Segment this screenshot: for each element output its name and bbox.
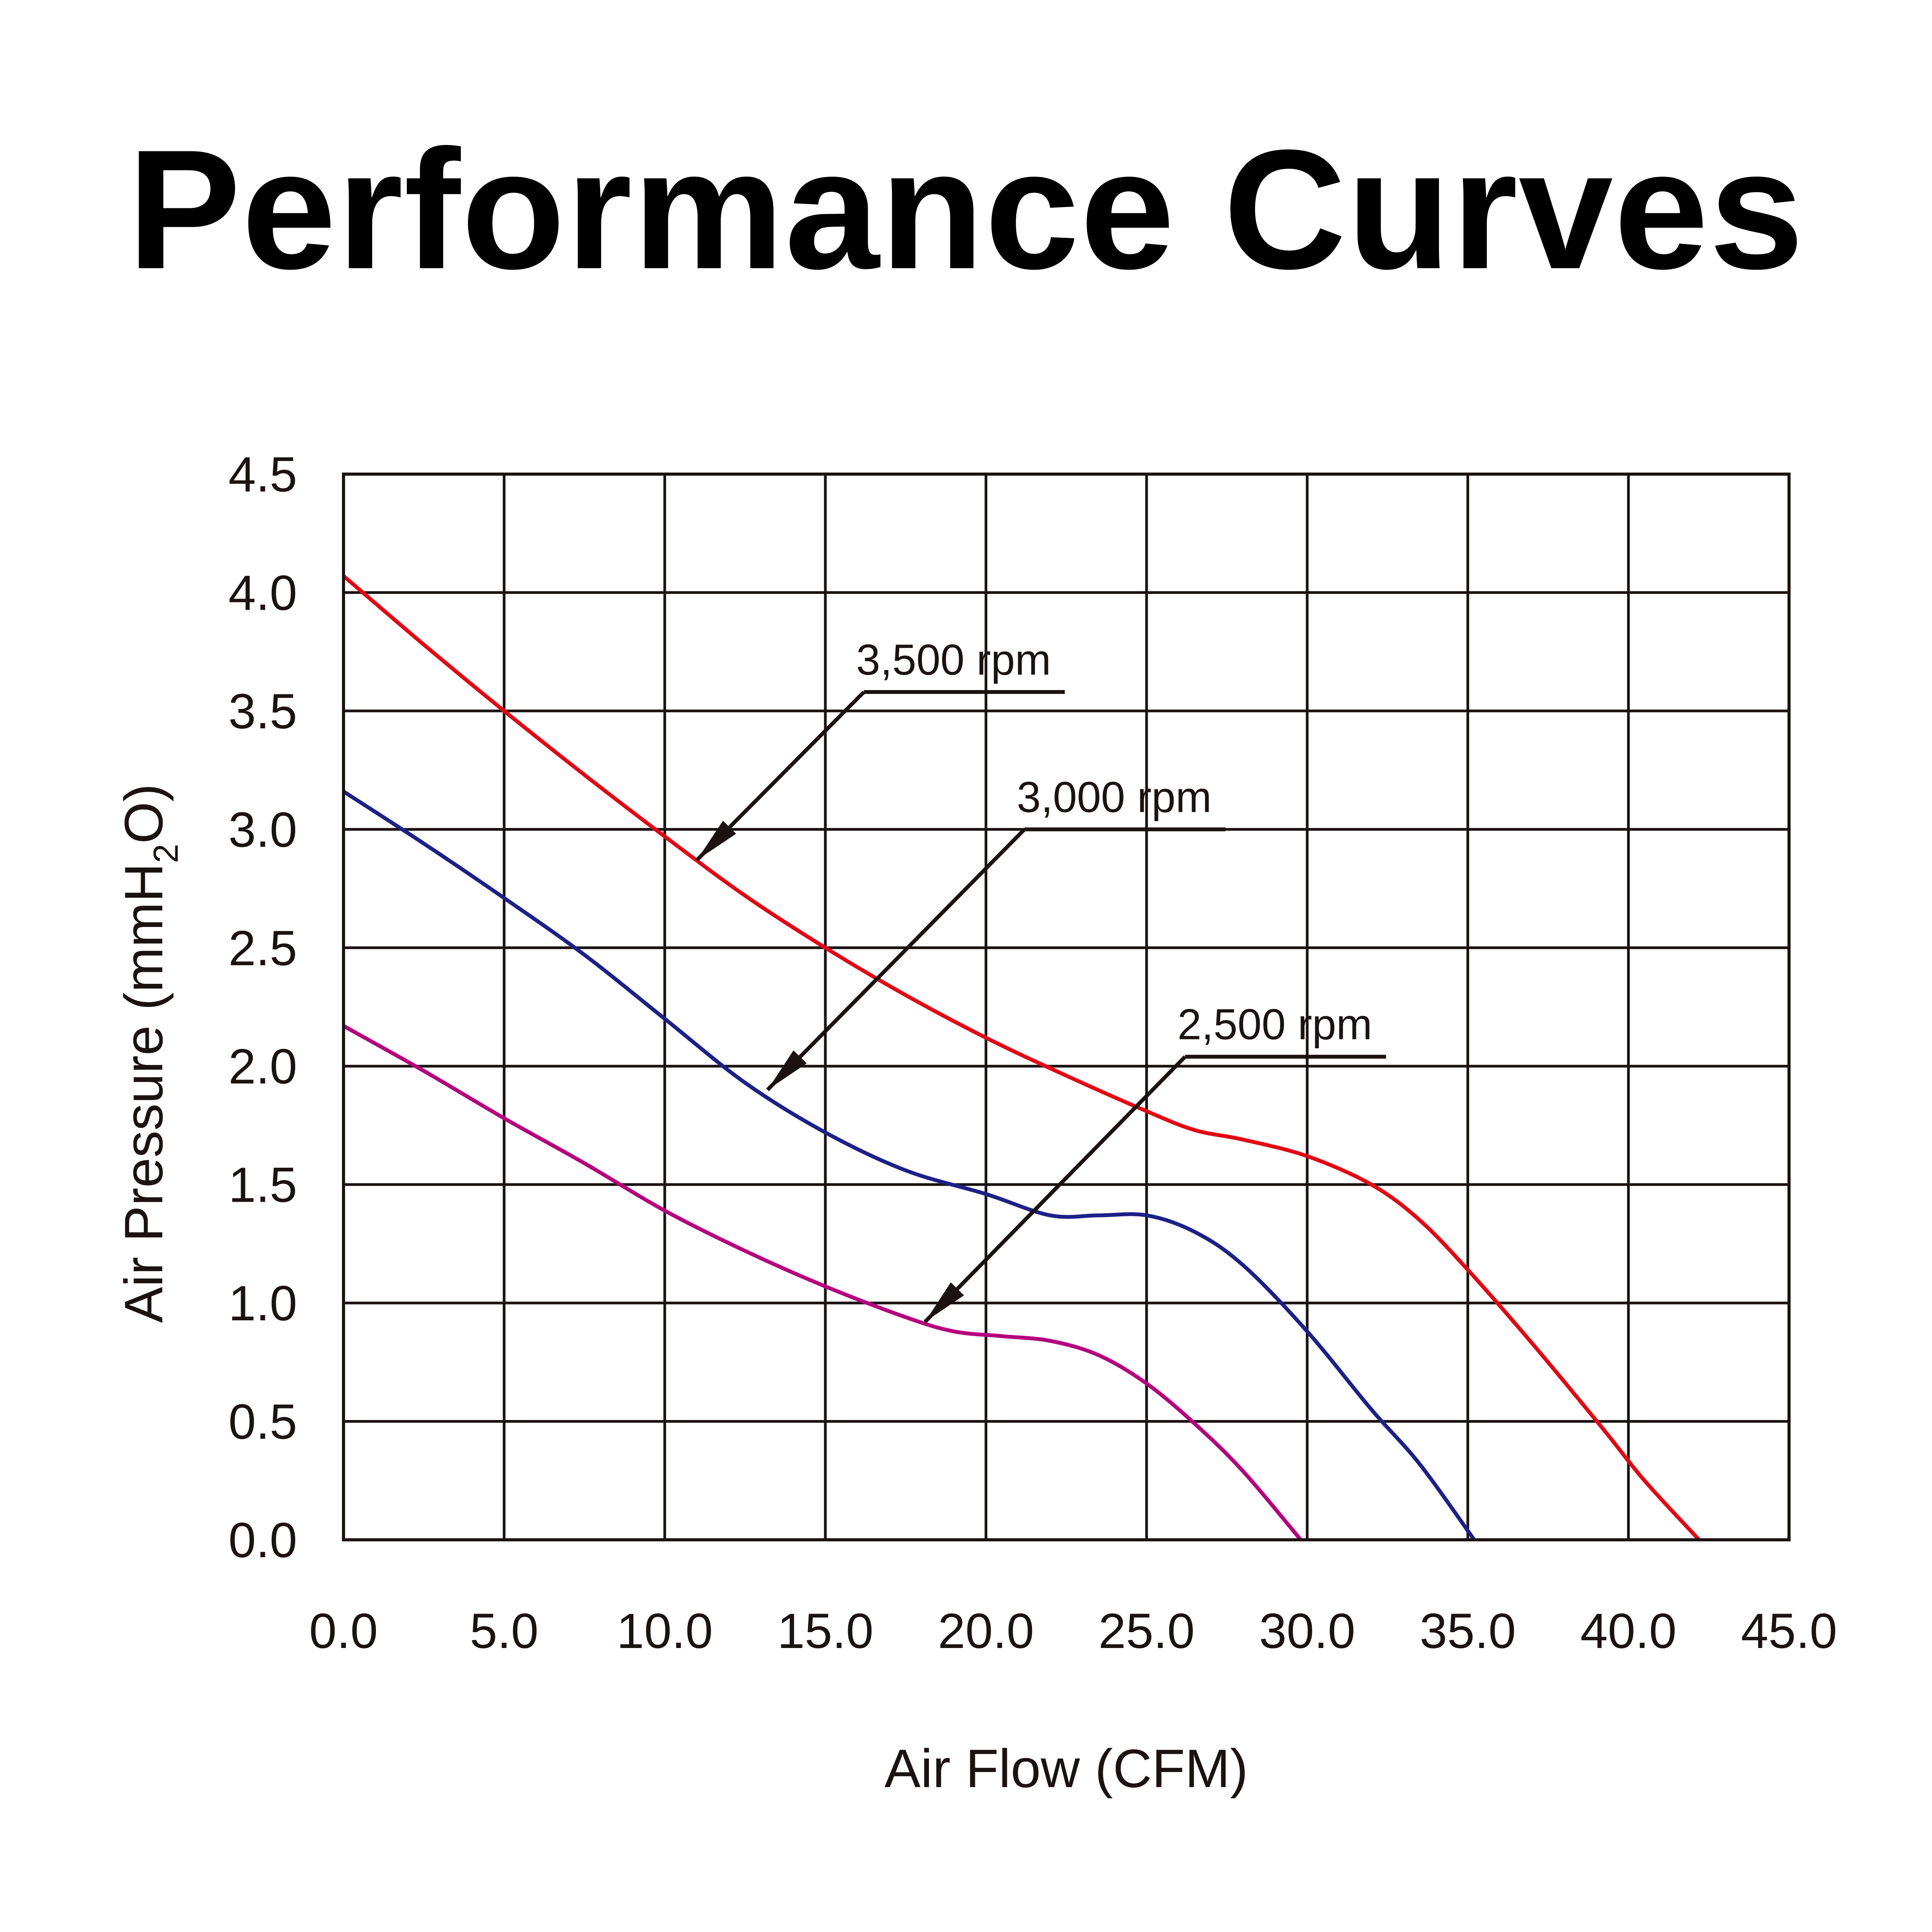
series-line-3000-rpm <box>342 790 1476 1541</box>
x-axis-label: Air Flow (CFM) <box>884 1738 1248 1799</box>
series-line-2500-rpm <box>342 1024 1303 1541</box>
x-tick-label: 35.0 <box>1420 1604 1516 1659</box>
plot-frame <box>342 473 1791 1541</box>
x-tick-label: 25.0 <box>1099 1604 1195 1659</box>
y-tick-label: 2.5 <box>228 921 297 976</box>
y-tick-label: 2.0 <box>228 1039 297 1094</box>
annotation-label-3500-rpm: 3,500 rpm <box>856 636 1051 684</box>
annotation-label-3000-rpm: 3,000 rpm <box>1017 773 1211 821</box>
x-tick-label: 0.0 <box>309 1604 378 1659</box>
x-tick-label: 10.0 <box>617 1604 713 1659</box>
annotation-arrow-3500-rpm <box>695 690 866 862</box>
annotation-arrow-3000-rpm <box>766 828 1026 1092</box>
plot-border <box>342 473 1791 1541</box>
y-tick-label: 0.5 <box>228 1395 297 1450</box>
y-tick-label: 3.0 <box>228 802 297 857</box>
x-tick-labels: 0.0 5.0 10.0 15.0 20.0 25.0 30.0 35.0 40.0 45.0 <box>309 1604 1837 1659</box>
y-axis-label-main: Air Pressure (mmH <box>113 863 174 1323</box>
y-axis-label-tail: O) <box>113 784 174 844</box>
annotation-arrow-2500-rpm <box>923 1055 1187 1323</box>
grid <box>342 473 1791 1541</box>
x-tick-label: 5.0 <box>470 1604 539 1659</box>
series-line-3500-rpm <box>342 574 1701 1541</box>
chart-title: Performance Curves <box>127 115 1805 304</box>
y-axis-label: Air Pressure (mmH2O) <box>113 784 185 1323</box>
annotation-label-2500-rpm: 2,500 rpm <box>1177 1000 1372 1049</box>
y-tick-label: 4.0 <box>228 565 297 621</box>
y-tick-label: 1.0 <box>228 1276 297 1331</box>
series-layer <box>342 574 1701 1541</box>
y-tick-label: 1.5 <box>228 1158 297 1213</box>
x-tick-label: 15.0 <box>777 1604 873 1659</box>
y-tick-label: 0.0 <box>228 1513 297 1568</box>
y-tick-label: 3.5 <box>228 684 297 739</box>
x-tick-label: 45.0 <box>1741 1604 1837 1659</box>
annotations: 3,500 rpm 3,000 rpm 2,500 rpm <box>695 636 1386 1323</box>
y-tick-labels: 0.0 0.5 1.0 1.5 2.0 2.5 3.0 3.5 4.0 4.5 <box>228 447 297 1568</box>
y-tick-label: 4.5 <box>228 447 297 502</box>
x-tick-label: 40.0 <box>1580 1604 1677 1659</box>
x-tick-label: 20.0 <box>938 1604 1034 1659</box>
x-tick-label: 30.0 <box>1259 1604 1355 1659</box>
y-axis-label-subscript: 2 <box>147 844 185 863</box>
